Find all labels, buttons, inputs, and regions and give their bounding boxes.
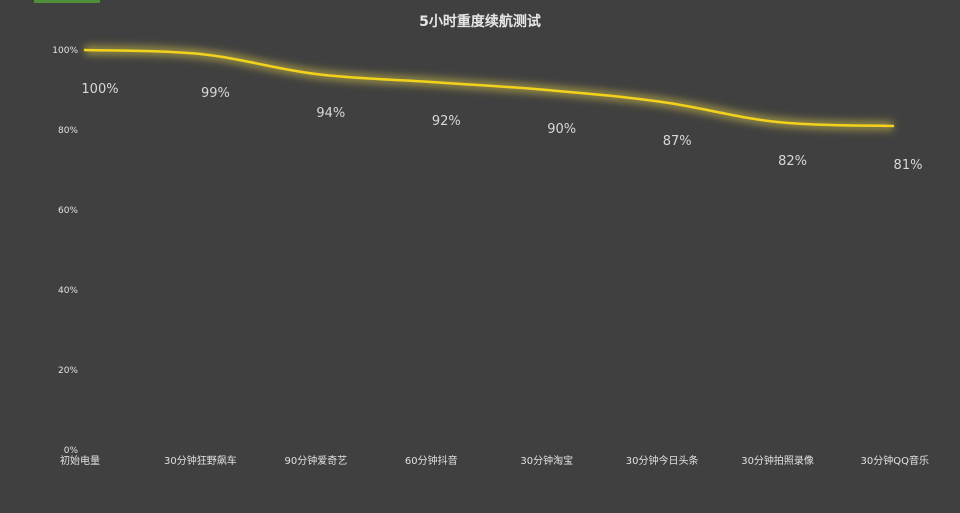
x-tick-label: 30分钟QQ音乐 [861, 454, 929, 467]
data-point [776, 120, 779, 124]
x-tick-label: 90分钟爱奇艺 [284, 454, 347, 467]
y-tick-label: 20% [58, 366, 78, 376]
x-tick-label: 30分钟拍照录像 [741, 454, 814, 467]
data-point [430, 80, 433, 84]
data-label: 92% [432, 114, 461, 129]
data-label: 81% [894, 158, 923, 173]
top-accent-bar [34, 0, 100, 3]
chart-title: 5小时重度续航测试 [419, 13, 541, 30]
data-label: 90% [547, 122, 576, 137]
data-label: 82% [778, 154, 807, 169]
y-tick-label: 100% [52, 46, 78, 56]
x-tick-label: 30分钟今日头条 [626, 454, 699, 467]
x-tick-label: 30分钟淘宝 [520, 454, 573, 467]
series-line [83, 48, 895, 128]
data-label-layer: 100% 99% 94% 92% 90% 87% 82% 81% [81, 82, 922, 173]
x-axis: 初始电量 30分钟狂野飙车 90分钟爱奇艺 60分钟抖音 30分钟淘宝 30分钟今日头条 3… [60, 454, 929, 467]
y-axis: 0% 20% 40% 60% 80% 100% [52, 46, 78, 456]
x-tick-label: 60分钟抖音 [405, 454, 458, 467]
y-tick-label: 60% [58, 206, 78, 216]
x-tick-label: 30分钟狂野飙车 [164, 454, 237, 467]
data-point [83, 48, 87, 52]
y-tick-label: 40% [58, 286, 78, 296]
y-tick-label: 0% [64, 446, 79, 456]
data-label: 100% [81, 82, 118, 97]
data-point [660, 100, 664, 104]
y-tick-label: 80% [58, 126, 78, 136]
data-point [545, 88, 548, 92]
data-point [199, 52, 202, 56]
series-layer [83, 45, 895, 131]
data-label: 94% [316, 106, 345, 121]
x-tick-label: 初始电量 [60, 454, 100, 467]
data-label: 87% [663, 134, 692, 149]
data-point [314, 72, 318, 76]
data-label: 99% [201, 86, 230, 101]
data-point [891, 124, 895, 128]
